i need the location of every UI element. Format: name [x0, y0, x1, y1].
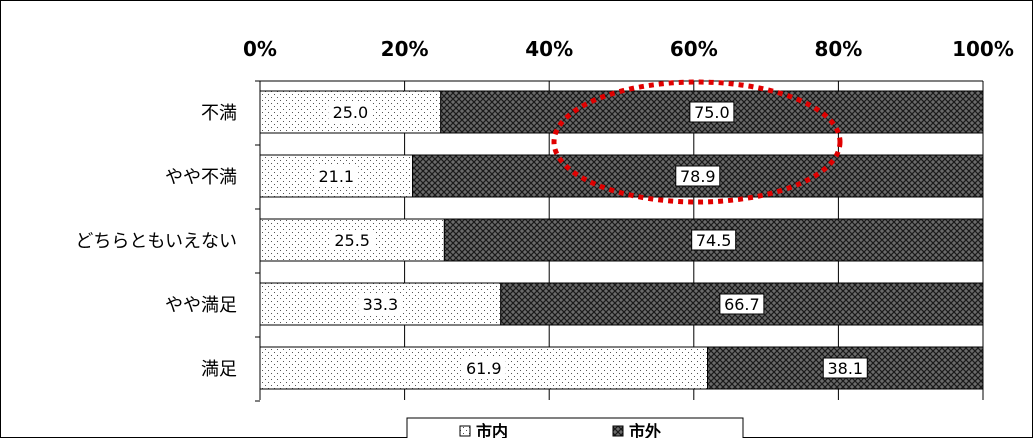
data-label: 61.9 [466, 359, 502, 378]
data-label: 78.9 [680, 167, 716, 186]
label-layer: 不満 25.0 75.0 やや不満 21.1 78.9 どちらともいえない 25.5 74.5 や… [75, 101, 868, 380]
legend-label-shigai: 市外 [629, 422, 661, 438]
data-label: 21.1 [318, 167, 354, 186]
data-label: 25.5 [334, 231, 370, 250]
x-tick-label: 0% [243, 37, 277, 61]
data-label-bg [461, 358, 506, 378]
data-label-bg [719, 293, 765, 315]
data-label-bg [330, 230, 375, 250]
data-label: 25.0 [333, 103, 369, 122]
x-tick-label: 100% [952, 37, 1014, 61]
category-label: 満足 [201, 359, 237, 380]
data-label-bg [822, 357, 868, 379]
data-label: 66.7 [724, 295, 760, 314]
legend-box [406, 417, 744, 438]
category-label: 不満 [201, 103, 237, 124]
data-label: 74.5 [696, 231, 732, 250]
legend-swatch-shigai [612, 425, 624, 437]
data-label-bg [691, 229, 737, 251]
data-label-bg [675, 165, 721, 187]
legend-swatch-shinai [459, 425, 471, 437]
category-label: やや不満 [165, 167, 237, 188]
data-label: 33.3 [363, 295, 399, 314]
data-label: 38.1 [827, 359, 863, 378]
highlight-ellipse [551, 79, 843, 205]
x-tick-label: 80% [814, 37, 862, 61]
data-label-bg [689, 101, 735, 123]
legend: 市内 市外 [406, 417, 744, 438]
data-label-bg [358, 294, 403, 314]
data-label-bg [328, 102, 373, 122]
x-tick-label: 20% [381, 37, 429, 61]
axis-layer: 0% 20% 40% 60% 80% 100% [243, 37, 1014, 402]
category-label: どちらともいえない [75, 231, 237, 252]
x-tick-label: 60% [670, 37, 718, 61]
category-label: やや満足 [165, 295, 237, 316]
data-label-bg [314, 166, 359, 186]
x-tick-label: 40% [525, 37, 573, 61]
data-label: 75.0 [694, 103, 730, 122]
legend-label-shinai: 市内 [476, 422, 508, 438]
